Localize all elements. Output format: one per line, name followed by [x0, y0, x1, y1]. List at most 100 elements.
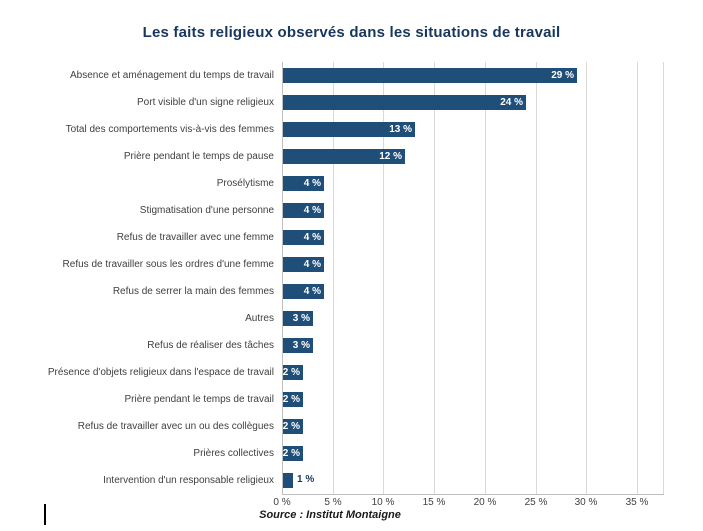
bar: 3 % — [283, 338, 313, 353]
bar-value-label: 2 % — [282, 394, 300, 405]
bar-row: Autres 3 % — [10, 305, 690, 332]
bar-chart: Absence et aménagement du temps de trava… — [10, 62, 690, 510]
bar-row: Prières collectives 2 % — [10, 440, 690, 467]
gridline — [536, 62, 537, 494]
bar: 4 % — [283, 203, 324, 218]
bar-row: Prosélytisme 4 % — [10, 170, 690, 197]
bar-value-label: 4 % — [303, 178, 321, 189]
category-label: Prière pendant le temps de pause — [123, 151, 274, 162]
category-label: Absence et aménagement du temps de trava… — [69, 70, 274, 81]
bar-row: Port visible d'un signe religieux 24 % — [10, 89, 690, 116]
x-axis-ticks: 0 % 5 % 10 % 15 % 20 % 25 % 30 % 35 % — [273, 494, 664, 510]
bar-row: Refus de travailler avec une femme 4 % — [10, 224, 690, 251]
bar-track: 13 % — [282, 122, 664, 137]
category-label: Intervention d'un responsable religieux — [103, 475, 274, 486]
x-tick-label: 0 % — [273, 497, 291, 508]
bar: 2 % — [283, 419, 303, 434]
bar-row: Refus de travailler sous les ordres d'un… — [10, 251, 690, 278]
plot-right-edge-line — [663, 62, 664, 494]
category-label: Présence d'objets religieux dans l'espac… — [47, 367, 274, 378]
gridline — [333, 62, 334, 494]
bar: 4 % — [283, 284, 324, 299]
x-tick-label: 15 % — [422, 497, 446, 508]
category-label: Refus de travailler avec une femme — [116, 232, 274, 243]
text-cursor-artifact — [44, 504, 46, 525]
bar-track: 24 % — [282, 95, 664, 110]
gridline — [383, 62, 384, 494]
bar-track: 4 % — [282, 230, 664, 245]
bar-track: 4 % — [282, 284, 664, 299]
bar-row: Absence et aménagement du temps de trava… — [10, 62, 690, 89]
gridline — [434, 62, 435, 494]
bar-track: 3 % — [282, 338, 664, 353]
bar-row: Total des comportements vis-à-vis des fe… — [10, 116, 690, 143]
bar-row: Prière pendant le temps de pause 12 % — [10, 143, 690, 170]
gridline — [586, 62, 587, 494]
bar: 12 % — [283, 149, 405, 164]
bar-track: 2 % — [282, 392, 664, 407]
bar-value-label: 29 % — [551, 70, 574, 81]
category-label: Stigmatisation d'une personne — [139, 205, 274, 216]
bar-value-label: 1 % — [297, 474, 315, 485]
bar: 4 % — [283, 257, 324, 272]
bar-value-label: 2 % — [282, 367, 300, 378]
category-label: Refus de travailler sous les ordres d'un… — [62, 259, 274, 270]
bar-rows: Absence et aménagement du temps de trava… — [10, 62, 690, 494]
bar-track: 12 % — [282, 149, 664, 164]
gridline — [637, 62, 638, 494]
x-tick-label: 30 % — [574, 497, 598, 508]
x-tick-label: 5 % — [324, 497, 342, 508]
gridline — [485, 62, 486, 494]
bar-value-label: 2 % — [282, 448, 300, 459]
bar-track: 1 % — [282, 473, 664, 488]
bar-track: 2 % — [282, 365, 664, 380]
bar: 3 % — [283, 311, 313, 326]
category-label: Autres — [245, 313, 274, 324]
bar-value-label: 4 % — [303, 232, 321, 243]
source-caption: Source : Institut Montaigne — [259, 509, 401, 521]
plot-gridlines — [282, 62, 664, 495]
bar-row: Prière pendant le temps de travail 2 % — [10, 386, 690, 413]
bar-row: Refus de réaliser des tâches 3 % — [10, 332, 690, 359]
bar-value-label: 12 % — [379, 151, 402, 162]
chart-title: Les faits religieux observés dans les si… — [142, 24, 561, 41]
bar: 24 % — [283, 95, 526, 110]
bar-value-label: 4 % — [303, 259, 321, 270]
bar: 4 % — [283, 176, 324, 191]
category-label: Prière pendant le temps de travail — [124, 394, 274, 405]
category-label: Refus de serrer la main des femmes — [112, 286, 274, 297]
bar-track: 4 % — [282, 176, 664, 191]
bar-row: Refus de serrer la main des femmes 4 % — [10, 278, 690, 305]
bar-row: Intervention d'un responsable religieux 1… — [10, 467, 690, 494]
x-tick-label: 10 % — [371, 497, 395, 508]
bar-row: Stigmatisation d'une personne 4 % — [10, 197, 690, 224]
bar-track: 2 % — [282, 446, 664, 461]
bar-value-label: 3 % — [292, 313, 310, 324]
gridline — [282, 62, 283, 494]
bar-value-label: 3 % — [292, 340, 310, 351]
bar-value-label: 13 % — [389, 124, 412, 135]
category-label: Prières collectives — [193, 448, 274, 459]
bar: 4 % — [283, 230, 324, 245]
bar-track: 4 % — [282, 203, 664, 218]
x-tick-label: 25 % — [524, 497, 548, 508]
bar-value-label: 4 % — [303, 205, 321, 216]
bar-row: Refus de travailler avec un ou des collè… — [10, 413, 690, 440]
bar: 2 % — [283, 365, 303, 380]
bar-track: 2 % — [282, 419, 664, 434]
x-tick-label: 20 % — [473, 497, 497, 508]
bar: 13 % — [283, 122, 415, 137]
category-label: Refus de réaliser des tâches — [147, 340, 274, 351]
category-label: Port visible d'un signe religieux — [137, 97, 274, 108]
bar: 29 % — [283, 68, 577, 83]
category-label: Prosélytisme — [216, 178, 274, 189]
bar-value-label: 2 % — [282, 421, 300, 432]
bar: 2 % — [283, 446, 303, 461]
bar-value-label: 24 % — [500, 97, 523, 108]
bar — [283, 473, 293, 488]
bar-track: 29 % — [282, 68, 664, 83]
bar: 2 % — [283, 392, 303, 407]
category-label: Total des comportements vis-à-vis des fe… — [65, 124, 274, 135]
x-tick-label: 35 % — [625, 497, 649, 508]
category-label: Refus de travailler avec un ou des collè… — [77, 421, 274, 432]
